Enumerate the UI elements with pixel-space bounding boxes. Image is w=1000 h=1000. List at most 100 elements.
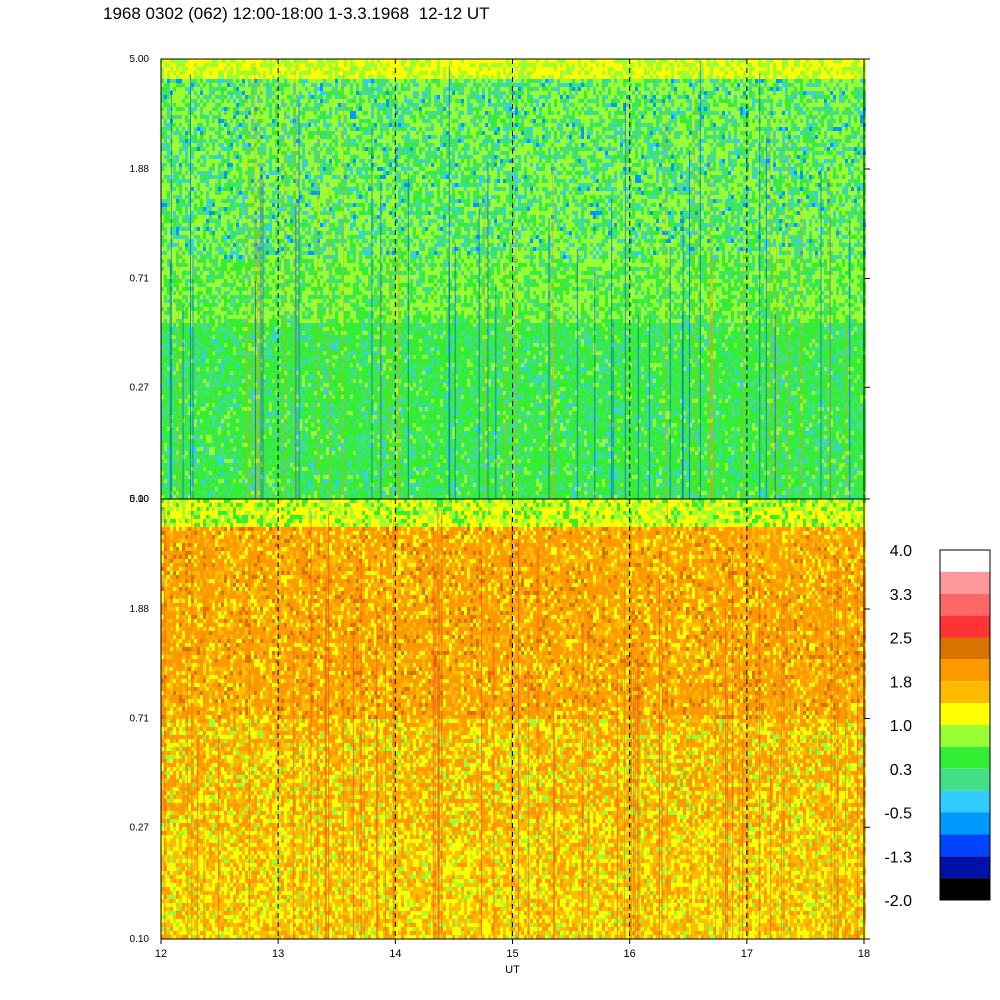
heatmap-cell bbox=[236, 387, 239, 391]
heatmap-cell bbox=[233, 131, 236, 135]
heatmap-cell bbox=[239, 67, 242, 71]
heatmap-cell bbox=[233, 103, 236, 107]
heatmap-cell bbox=[251, 243, 254, 247]
heatmap-cell bbox=[164, 295, 167, 299]
heatmap-cell bbox=[221, 227, 224, 231]
heatmap-cell bbox=[215, 359, 218, 363]
heatmap-cell bbox=[212, 267, 215, 271]
heatmap-cell bbox=[185, 235, 188, 239]
heatmap-cell bbox=[170, 79, 173, 83]
heatmap-cell bbox=[203, 407, 206, 411]
heatmap-cell bbox=[218, 371, 221, 375]
heatmap-cell bbox=[203, 147, 206, 151]
heatmap-cell bbox=[239, 307, 242, 311]
heatmap-cell bbox=[167, 63, 170, 67]
heatmap-cell bbox=[203, 123, 206, 127]
heatmap-cell bbox=[185, 367, 188, 371]
heatmap-cell bbox=[167, 383, 170, 387]
heatmap-cell bbox=[185, 247, 188, 251]
heatmap-cell bbox=[176, 155, 179, 159]
heatmap-cell bbox=[251, 431, 254, 435]
heatmap-cell bbox=[203, 75, 206, 79]
heatmap-cell bbox=[197, 215, 200, 219]
heatmap-cell bbox=[233, 447, 236, 451]
heatmap-cell bbox=[248, 227, 251, 231]
heatmap-cell bbox=[215, 215, 218, 219]
heatmap-cell bbox=[215, 447, 218, 451]
heatmap-cell bbox=[167, 291, 170, 295]
heatmap-cell bbox=[209, 467, 212, 471]
heatmap-cell bbox=[230, 95, 233, 99]
heatmap-cell bbox=[173, 359, 176, 363]
heatmap-cell bbox=[242, 467, 245, 471]
heatmap-cell bbox=[236, 335, 239, 339]
heatmap-cell bbox=[218, 135, 221, 139]
heatmap-cell bbox=[197, 403, 200, 407]
heatmap-cell bbox=[212, 427, 215, 431]
heatmap-cell bbox=[239, 407, 242, 411]
heatmap-cell bbox=[197, 387, 200, 391]
heatmap-cell bbox=[224, 59, 227, 63]
heatmap-cell bbox=[260, 67, 263, 71]
heatmap-cell bbox=[230, 167, 233, 171]
heatmap-cell bbox=[200, 479, 203, 483]
heatmap-cell bbox=[233, 387, 236, 391]
heatmap-cell bbox=[191, 151, 194, 155]
heatmap-cell bbox=[200, 391, 203, 395]
heatmap-cell bbox=[233, 95, 236, 99]
heatmap-cell bbox=[203, 135, 206, 139]
heatmap-cell bbox=[209, 107, 212, 111]
heatmap-cell bbox=[230, 359, 233, 363]
heatmap-cell bbox=[179, 59, 182, 63]
heatmap-cell bbox=[215, 483, 218, 487]
heatmap-cell bbox=[167, 295, 170, 299]
heatmap-cell bbox=[200, 271, 203, 275]
heatmap-cell bbox=[206, 451, 209, 455]
heatmap-cell bbox=[167, 415, 170, 419]
heatmap-cell bbox=[173, 219, 176, 223]
heatmap-cell bbox=[227, 175, 230, 179]
heatmap-cell bbox=[209, 227, 212, 231]
heatmap-cell bbox=[173, 231, 176, 235]
heatmap-cell bbox=[203, 411, 206, 415]
heatmap-cell bbox=[194, 79, 197, 83]
heatmap-cell bbox=[257, 119, 260, 123]
heatmap-cell bbox=[206, 227, 209, 231]
heatmap-cell bbox=[221, 431, 224, 435]
heatmap-cell bbox=[242, 423, 245, 427]
heatmap-cell bbox=[233, 375, 236, 379]
heatmap-cell bbox=[185, 467, 188, 471]
heatmap-cell bbox=[173, 111, 176, 115]
heatmap-cell bbox=[239, 427, 242, 431]
heatmap-cell bbox=[221, 199, 224, 203]
heatmap-cell bbox=[173, 343, 176, 347]
heatmap-cell bbox=[197, 91, 200, 95]
heatmap-cell bbox=[248, 287, 251, 291]
heatmap-cell bbox=[221, 415, 224, 419]
heatmap-cell bbox=[167, 71, 170, 75]
heatmap-cell bbox=[200, 247, 203, 251]
heatmap-cell bbox=[242, 243, 245, 247]
heatmap-cell bbox=[209, 359, 212, 363]
heatmap-cell bbox=[191, 59, 194, 63]
heatmap-cell bbox=[212, 203, 215, 207]
heatmap-cell bbox=[212, 319, 215, 323]
heatmap-cell bbox=[197, 327, 200, 331]
heatmap-cell bbox=[197, 307, 200, 311]
heatmap-cell bbox=[209, 191, 212, 195]
heatmap-cell bbox=[167, 59, 170, 63]
heatmap-cell bbox=[239, 275, 242, 279]
heatmap-cell bbox=[173, 447, 176, 451]
heatmap-cell bbox=[200, 87, 203, 91]
heatmap-cell bbox=[167, 283, 170, 287]
heatmap-cell bbox=[185, 423, 188, 427]
heatmap-cell bbox=[230, 175, 233, 179]
heatmap-cell bbox=[200, 203, 203, 207]
heatmap-cell bbox=[251, 399, 254, 403]
heatmap-cell bbox=[236, 399, 239, 403]
heatmap-cell bbox=[179, 207, 182, 211]
heatmap-cell bbox=[197, 187, 200, 191]
heatmap-cell bbox=[191, 415, 194, 419]
heatmap-cell bbox=[242, 115, 245, 119]
heatmap-cell bbox=[242, 215, 245, 219]
